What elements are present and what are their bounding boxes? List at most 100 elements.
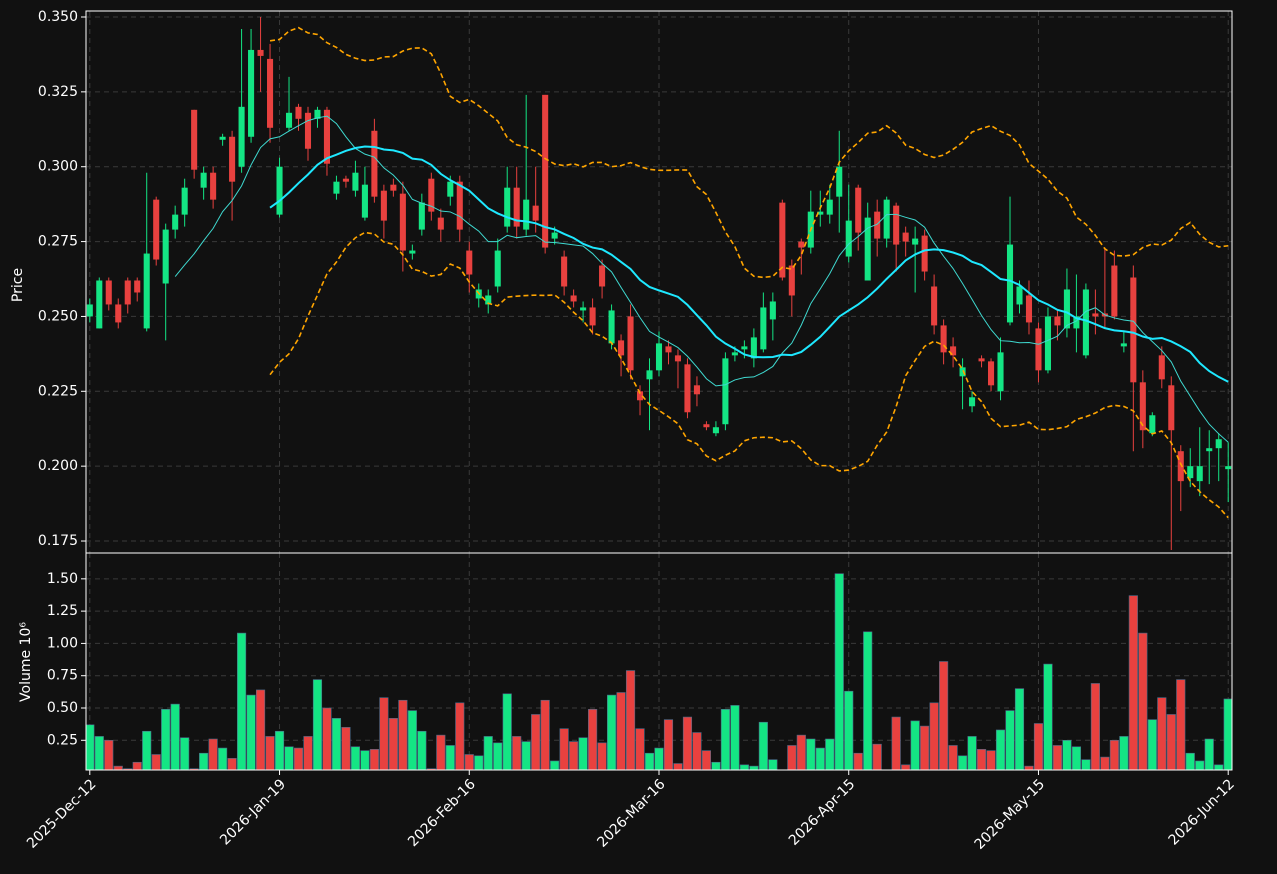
volume-bar bbox=[1043, 663, 1053, 770]
candle-body bbox=[655, 343, 663, 371]
candle-body bbox=[238, 106, 245, 167]
candle-body bbox=[589, 307, 596, 326]
candle-body bbox=[542, 94, 549, 248]
candle-body bbox=[219, 136, 226, 140]
volume-bar bbox=[644, 752, 655, 770]
volume-bar bbox=[170, 703, 180, 770]
volume-bar bbox=[86, 724, 95, 770]
candle-body bbox=[86, 304, 93, 317]
volume-bar bbox=[474, 755, 484, 770]
candle-body bbox=[997, 352, 1004, 392]
volume-bar bbox=[976, 749, 987, 770]
volume-bar bbox=[1033, 723, 1044, 770]
volume-bar bbox=[322, 707, 332, 770]
candle-body bbox=[485, 295, 492, 305]
candle-body bbox=[874, 211, 881, 239]
volume-bar bbox=[1090, 683, 1100, 770]
volume-bar bbox=[132, 761, 142, 770]
candle-body bbox=[371, 130, 378, 197]
candle-body bbox=[712, 427, 719, 434]
volume-bar bbox=[104, 739, 114, 770]
candle-body bbox=[1073, 316, 1080, 329]
volume-bar bbox=[825, 738, 835, 770]
candle-body bbox=[618, 340, 625, 356]
volume-bar bbox=[379, 697, 389, 770]
volume-bar bbox=[1147, 719, 1157, 770]
y-tick-label: 0.225 bbox=[38, 383, 78, 399]
candle-body bbox=[418, 202, 425, 230]
volume-bar bbox=[958, 755, 968, 770]
candle-body bbox=[1196, 466, 1203, 482]
candle-body bbox=[1215, 439, 1222, 449]
candle-body bbox=[864, 217, 871, 281]
y-tick-label: 0.200 bbox=[38, 458, 78, 474]
candle-body bbox=[779, 202, 786, 278]
volume-bar bbox=[901, 764, 911, 770]
candle-body bbox=[229, 136, 236, 182]
candle-body bbox=[741, 346, 748, 350]
moving-average bbox=[174, 115, 1229, 443]
candle-body bbox=[323, 109, 330, 164]
candle-body bbox=[380, 190, 387, 221]
candle-body bbox=[599, 265, 606, 287]
candle-body bbox=[153, 199, 160, 260]
volume-bar bbox=[94, 736, 104, 770]
candle-body bbox=[788, 265, 795, 296]
candle-body bbox=[931, 286, 938, 326]
candle-body bbox=[333, 181, 340, 194]
candle-body bbox=[665, 346, 672, 353]
candle-body bbox=[1025, 295, 1033, 323]
volume-bar bbox=[293, 747, 304, 770]
candle-body bbox=[437, 217, 444, 230]
candle-body bbox=[361, 184, 368, 218]
candle-body bbox=[608, 310, 615, 344]
volume-bar bbox=[455, 702, 465, 770]
volume-bar bbox=[1109, 739, 1119, 770]
volume-bar bbox=[208, 738, 218, 770]
volume-tick-label: 0.25 bbox=[47, 732, 78, 748]
volume-bar bbox=[1204, 738, 1214, 770]
candle-body bbox=[883, 199, 890, 239]
volume-bar bbox=[388, 718, 398, 770]
volume-bar bbox=[151, 754, 161, 770]
volume-bar bbox=[815, 747, 825, 770]
volume-bar bbox=[749, 765, 759, 770]
volume-bar bbox=[312, 679, 323, 770]
candle-body bbox=[1158, 355, 1165, 380]
candle-body bbox=[940, 325, 947, 353]
candle-body bbox=[390, 184, 397, 191]
volume-bar bbox=[863, 631, 873, 770]
candle-body bbox=[257, 49, 264, 56]
volume-bar bbox=[199, 752, 209, 770]
volume-bar bbox=[1024, 765, 1034, 770]
y-tick-label: 0.325 bbox=[38, 84, 78, 100]
volume-bar bbox=[1052, 745, 1063, 770]
volume-bar bbox=[1157, 697, 1167, 770]
volume-bar bbox=[1014, 688, 1025, 770]
candle-body bbox=[1016, 286, 1023, 305]
volume-bar bbox=[910, 720, 920, 770]
volume-bar bbox=[578, 737, 588, 770]
candle-body bbox=[959, 367, 966, 377]
volume-bar bbox=[1062, 739, 1072, 770]
candle-body bbox=[693, 385, 700, 395]
candle-body bbox=[1044, 316, 1051, 371]
candle-body bbox=[703, 424, 710, 428]
volume-bar bbox=[1176, 679, 1186, 770]
candle-body bbox=[684, 364, 691, 413]
candle-body bbox=[162, 229, 169, 284]
volume-bar bbox=[483, 736, 493, 770]
bollinger-upper bbox=[269, 26, 1229, 279]
volume-bar bbox=[1119, 736, 1129, 770]
volume-bar bbox=[635, 728, 645, 770]
candle-body bbox=[674, 355, 682, 362]
volume-bar bbox=[948, 745, 958, 770]
candle-body bbox=[504, 187, 511, 227]
candle-body bbox=[172, 214, 179, 230]
candle-body bbox=[105, 280, 112, 305]
volume-bar bbox=[1128, 595, 1138, 770]
volume-bar bbox=[844, 690, 854, 770]
volume-bar bbox=[1071, 746, 1081, 770]
volume-bar bbox=[161, 708, 171, 770]
